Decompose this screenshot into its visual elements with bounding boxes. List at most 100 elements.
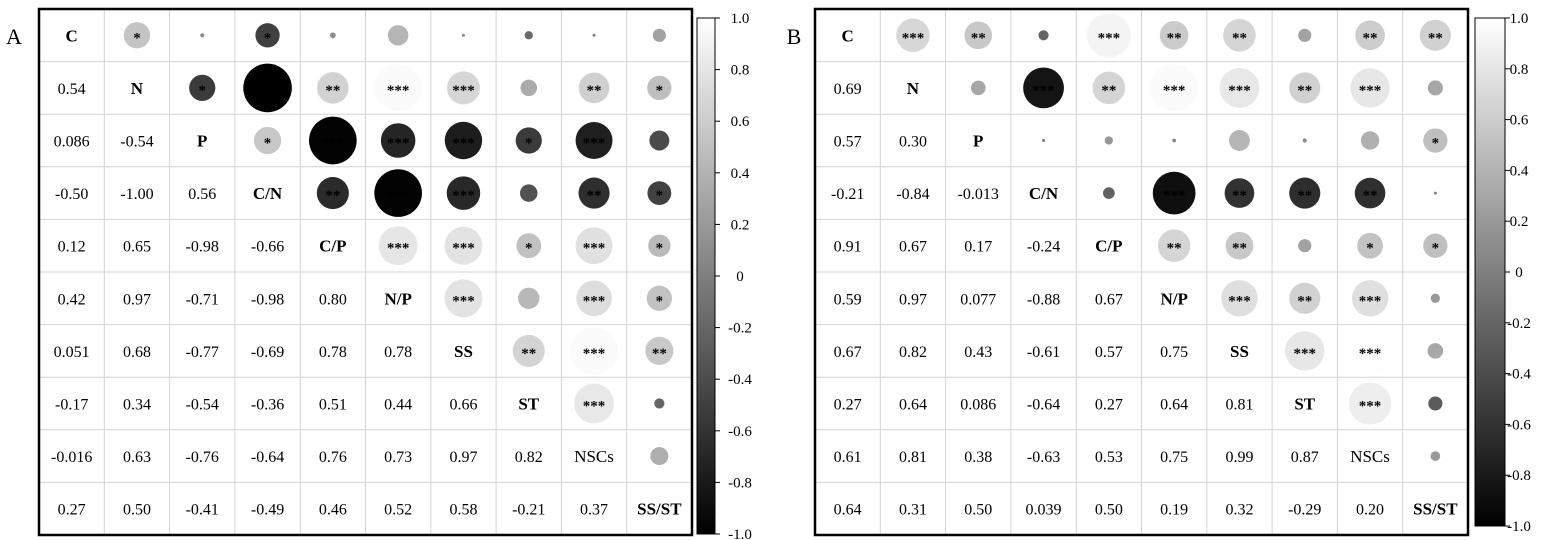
correlation-circle: [575, 122, 613, 159]
coefficient-label: 0.87: [1291, 449, 1319, 466]
variable-label-c-n: C/N: [1029, 184, 1059, 203]
correlation-circle: [1360, 131, 1380, 150]
significance-marker: ***: [387, 83, 410, 99]
correlation-circle: [647, 75, 672, 101]
correlation-circle: [645, 336, 674, 365]
correlation-circle: [243, 63, 292, 113]
significance-marker: ***: [322, 136, 345, 152]
significance-marker: ***: [452, 293, 475, 309]
correlation-circle: [649, 130, 670, 151]
correlation-circle: [576, 280, 612, 317]
coefficient-label: 0.086: [54, 134, 90, 151]
correlation-circle: [1289, 177, 1321, 209]
significance-marker: ***: [387, 188, 410, 204]
significance-marker: ***: [1359, 399, 1382, 415]
coefficient-label: -0.013: [958, 186, 999, 203]
significance-marker: ***: [1163, 188, 1186, 204]
coefficient-label: 0.82: [515, 449, 543, 466]
correlation-circle: [1428, 396, 1443, 411]
coefficient-label: -0.63: [1027, 449, 1060, 466]
correlation-circle: [516, 233, 542, 259]
coefficient-label: 0.32: [1225, 502, 1253, 519]
correlation-circle: [1423, 128, 1448, 153]
coefficient-label: -0.016: [51, 449, 92, 466]
correlation-circle: [446, 176, 481, 210]
coefficient-label: 0.50: [1095, 502, 1123, 519]
variable-label-c: C: [66, 26, 78, 45]
coefficient-label: 0.67: [834, 344, 862, 361]
significance-marker: ***: [1359, 293, 1382, 309]
coefficient-label: 0.051: [54, 344, 90, 361]
correlation-circle: [1430, 451, 1441, 461]
variable-label-st: ST: [1294, 395, 1315, 414]
correlation-circle: [1298, 28, 1312, 42]
significance-marker: **: [587, 83, 602, 99]
coefficient-label: -0.24: [1027, 239, 1060, 256]
correlation-circle: [123, 22, 151, 49]
coefficient-label: -0.41: [186, 502, 219, 519]
significance-marker: ***: [1228, 293, 1251, 309]
correlation-circle: [446, 71, 480, 105]
coefficient-label: -0.76: [186, 449, 219, 466]
coefficient-label: 0.43: [964, 344, 992, 361]
coefficient-label: -0.49: [251, 502, 284, 519]
coefficient-label: 0.65: [123, 239, 151, 256]
correlation-circle: [189, 74, 216, 102]
significance-marker: *: [264, 30, 272, 46]
significance-marker: ***: [452, 83, 475, 99]
coefficient-label: 0.76: [319, 449, 347, 466]
coefficient-label: 0.97: [899, 291, 927, 308]
coefficient-label: 0.039: [1026, 502, 1062, 519]
significance-marker: **: [1232, 241, 1247, 257]
colorbar-tick-label: -0.4: [728, 372, 752, 388]
coefficient-label: -0.71: [186, 291, 219, 308]
coefficient-label: 0.56: [188, 186, 216, 203]
correlation-circle: [592, 33, 596, 37]
colorbar-tick-label: -0.8: [1507, 468, 1531, 484]
coefficient-label: 0.42: [58, 291, 86, 308]
significance-marker: ***: [387, 136, 410, 152]
correlation-circle: [1157, 229, 1191, 262]
variable-label-n-p: N/P: [384, 289, 411, 308]
correlation-circle: [309, 116, 357, 165]
coefficient-label: 0.30: [899, 134, 927, 151]
coefficient-label: 0.81: [1225, 397, 1253, 414]
coefficient-label: 0.50: [964, 502, 992, 519]
correlation-circle: [512, 334, 545, 367]
coefficient-label: -0.21: [831, 186, 864, 203]
significance-marker: **: [1297, 293, 1312, 309]
coefficient-label: 0.27: [1095, 397, 1123, 414]
coefficient-label: -0.36: [251, 397, 284, 414]
variable-label-st: ST: [518, 395, 539, 414]
coefficient-label: 0.27: [58, 502, 86, 519]
correlation-circle: [378, 226, 418, 266]
correlation-circle: [1219, 67, 1260, 108]
correlation-circle: [520, 184, 538, 202]
correlation-circle: [1023, 67, 1064, 109]
correlation-circle: [575, 227, 613, 265]
correlation-circle: [1345, 326, 1395, 375]
colorbar-tick-label: 0: [736, 269, 744, 285]
colorbar-tick-label: 0.8: [731, 63, 750, 79]
colorbar-tick-label: 1.0: [731, 11, 750, 27]
colorbar-tick-label: -0.2: [1507, 316, 1531, 332]
coefficient-label: 0.75: [1160, 449, 1188, 466]
significance-marker: ***: [256, 83, 279, 99]
correlation-circle: [578, 72, 610, 104]
variable-label-p: P: [973, 132, 983, 151]
colorbar-tick-label: -0.4: [1507, 367, 1531, 383]
colorbar-tick-label: 1.0: [1510, 11, 1529, 27]
coefficient-label: 0.53: [1095, 449, 1123, 466]
correlation-circle: [1350, 68, 1390, 108]
coefficient-label: 0.37: [580, 502, 608, 519]
coefficient-label: 0.63: [123, 449, 151, 466]
correlation-circle: [1103, 187, 1115, 199]
coefficient-label: 0.78: [319, 344, 347, 361]
coefficient-label: 0.61: [834, 449, 862, 466]
coefficient-label: -0.88: [1027, 291, 1060, 308]
significance-marker: *: [133, 30, 141, 46]
colorbar-tick-label: 0.6: [731, 114, 750, 130]
colorbar: [696, 17, 716, 535]
coefficient-label: 0.73: [384, 449, 412, 466]
